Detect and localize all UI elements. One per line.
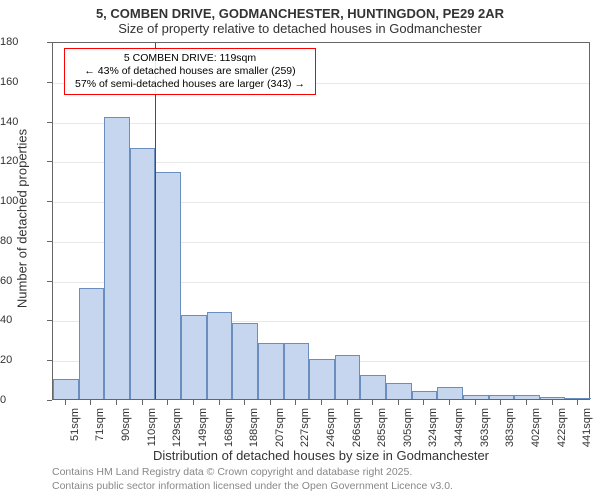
ytick-label: 160 [0, 76, 46, 88]
ytick-mark [47, 360, 52, 361]
histogram-bar [104, 117, 130, 399]
xtick-mark [500, 400, 501, 405]
annotation-line-2: 57% of semi-detached houses are larger (… [71, 78, 309, 91]
histogram-bar [284, 343, 310, 399]
histogram-bar [360, 375, 386, 399]
annotation-box: 5 COMBEN DRIVE: 119sqm ← 43% of detached… [64, 48, 316, 95]
plot-area [52, 42, 590, 400]
footer-attribution-2: Contains public sector information licen… [52, 480, 453, 492]
histogram-bar [79, 288, 105, 399]
histogram-bar [335, 355, 361, 399]
gridline [53, 123, 589, 124]
xtick-mark [449, 400, 450, 405]
xtick-mark [475, 400, 476, 405]
xtick-mark [321, 400, 322, 405]
histogram-bar [232, 323, 258, 399]
chart-title-line1: 5, COMBEN DRIVE, GODMANCHESTER, HUNTINGD… [0, 6, 600, 21]
xtick-mark [577, 400, 578, 405]
ytick-mark [47, 241, 52, 242]
histogram-bar [565, 398, 591, 399]
histogram-bar [540, 397, 566, 399]
xtick-mark [423, 400, 424, 405]
ytick-mark [47, 320, 52, 321]
x-axis-label: Distribution of detached houses by size … [52, 448, 590, 463]
histogram-bar [53, 379, 79, 399]
xtick-mark [193, 400, 194, 405]
histogram-bar [514, 395, 540, 399]
xtick-mark [116, 400, 117, 405]
histogram-bar [309, 359, 335, 399]
xtick-mark [244, 400, 245, 405]
footer-attribution-1: Contains HM Land Registry data © Crown c… [52, 466, 412, 478]
xtick-mark [347, 400, 348, 405]
histogram-bar [463, 395, 489, 399]
xtick-mark [398, 400, 399, 405]
ytick-mark [47, 400, 52, 401]
histogram-bar [437, 387, 463, 399]
ytick-label: 20 [0, 354, 46, 366]
ytick-mark [47, 82, 52, 83]
histogram-bar [386, 383, 412, 399]
reference-line [155, 43, 156, 399]
ytick-mark [47, 122, 52, 123]
xtick-mark [295, 400, 296, 405]
ytick-label: 180 [0, 36, 46, 48]
ytick-mark [47, 281, 52, 282]
chart-title-block: 5, COMBEN DRIVE, GODMANCHESTER, HUNTINGD… [0, 0, 600, 36]
histogram-bar [412, 391, 438, 399]
annotation-line-0: 5 COMBEN DRIVE: 119sqm [71, 52, 309, 65]
histogram-bar [181, 315, 207, 399]
xtick-mark [90, 400, 91, 405]
xtick-mark [219, 400, 220, 405]
ytick-mark [47, 42, 52, 43]
xtick-mark [372, 400, 373, 405]
xtick-mark [65, 400, 66, 405]
ytick-mark [47, 161, 52, 162]
xtick-mark [167, 400, 168, 405]
xtick-mark [552, 400, 553, 405]
ytick-label: 0 [0, 394, 46, 406]
y-axis-label: Number of detached properties [15, 119, 30, 319]
annotation-line-1: ← 43% of detached houses are smaller (25… [71, 65, 309, 78]
histogram-bar [155, 172, 181, 399]
histogram-bar [489, 395, 515, 399]
histogram-bar [258, 343, 284, 399]
histogram-bar [130, 148, 156, 399]
xtick-mark [142, 400, 143, 405]
chart-title-line2: Size of property relative to detached ho… [0, 21, 600, 36]
ytick-mark [47, 201, 52, 202]
xtick-mark [526, 400, 527, 405]
histogram-bar [207, 312, 233, 400]
xtick-mark [270, 400, 271, 405]
